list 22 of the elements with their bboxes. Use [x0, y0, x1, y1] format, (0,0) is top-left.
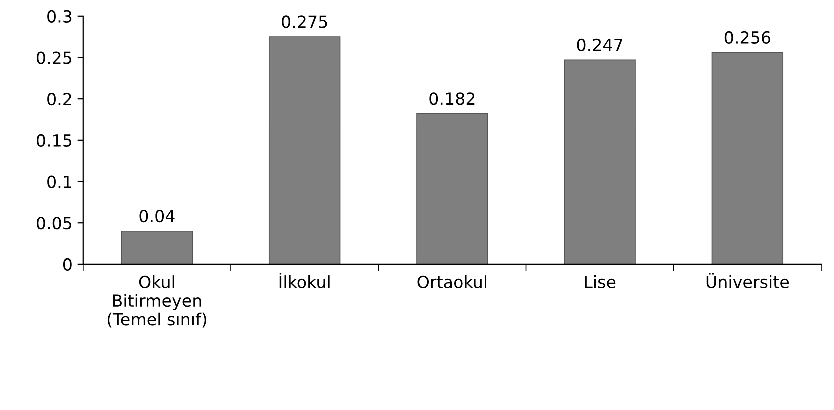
x-tick-label: Okul Bitirmeyen (Temel sınıf): [108, 276, 206, 328]
data-label: 0.04: [140, 210, 175, 223]
x-tick-label: Üniversite: [706, 273, 790, 288]
y-tick-label: 0.05: [36, 217, 72, 230]
bar: [416, 114, 488, 264]
bar: [712, 52, 784, 264]
y-tick-label: 0.1: [48, 176, 72, 188]
data-label: 0.247: [577, 38, 622, 52]
y-tick-label: 0: [63, 258, 72, 272]
y-tick-label: 0.2: [48, 93, 72, 106]
y-tick-label: 0.3: [48, 10, 72, 23]
data-label: 0.275: [282, 16, 328, 28]
x-tick-label: İlkokul: [280, 273, 330, 288]
bar: [268, 36, 341, 264]
y-tick-label: 0.25: [36, 52, 72, 64]
bar: [564, 60, 636, 264]
bar: [121, 230, 194, 264]
x-tick-label: Ortaokul: [418, 276, 487, 288]
data-label: 0.182: [430, 92, 475, 106]
y-tick-label: 0.15: [36, 134, 72, 147]
x-tick-label: Lise: [585, 276, 616, 288]
data-label: 0.256: [724, 31, 770, 44]
